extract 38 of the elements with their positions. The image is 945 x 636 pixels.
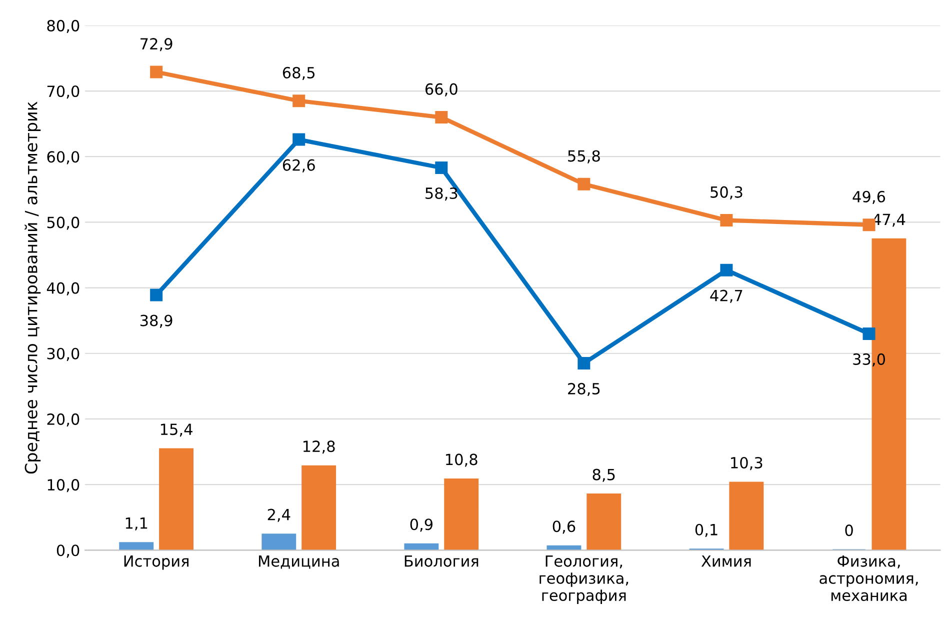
data-label: 0,1 [695, 524, 718, 537]
x-tick-label: Физика, астрономия, механика [820, 555, 918, 602]
y-tick-label: 10,0 [48, 479, 80, 492]
x-tick-label: Химия [701, 555, 751, 567]
y-tick-label: 30,0 [47, 348, 80, 361]
x-tick-label: Медицина [258, 555, 339, 569]
data-label: 0,6 [552, 520, 576, 534]
data-label: 50,3 [710, 186, 742, 200]
data-label: 55,8 [568, 150, 600, 164]
y-tick-label: 40,0 [46, 282, 80, 296]
data-label: 1,1 [126, 518, 148, 530]
data-label: 68,5 [282, 66, 315, 80]
y-tick-label: 70,0 [47, 85, 80, 99]
data-label: 58,3 [426, 187, 458, 201]
data-label: 15,4 [160, 424, 192, 437]
data-label: 72,9 [140, 38, 172, 52]
data-label: 62,6 [282, 159, 315, 172]
x-tick-label: История [124, 555, 188, 570]
data-label: 42,7 [710, 290, 742, 303]
x-tick-label: Геология, геофизика, география [540, 555, 628, 604]
data-label: 49,6 [852, 190, 886, 204]
data-label: 0 [845, 524, 853, 536]
y-tick-label: 60,0 [47, 151, 80, 164]
y-tick-label: 20,0 [47, 413, 80, 427]
data-label: 28,5 [568, 382, 600, 396]
data-label: 12,8 [303, 440, 335, 454]
y-tick-label: 50,0 [47, 216, 80, 230]
y-tick-label: 0,0 [56, 544, 80, 558]
data-label: 66,0 [425, 83, 458, 96]
data-label: 0,9 [410, 518, 433, 532]
y-tick-label: 80,0 [47, 20, 80, 34]
x-tick-label: Биология [404, 555, 478, 567]
data-label: 10,8 [446, 454, 478, 467]
data-label: 10,3 [731, 456, 762, 470]
data-label: 2,4 [268, 508, 290, 522]
y-axis-title: Среднее число цитирований / альтметрик [24, 102, 41, 474]
data-label: 38,9 [140, 314, 172, 328]
data-label: 8,5 [592, 468, 615, 482]
